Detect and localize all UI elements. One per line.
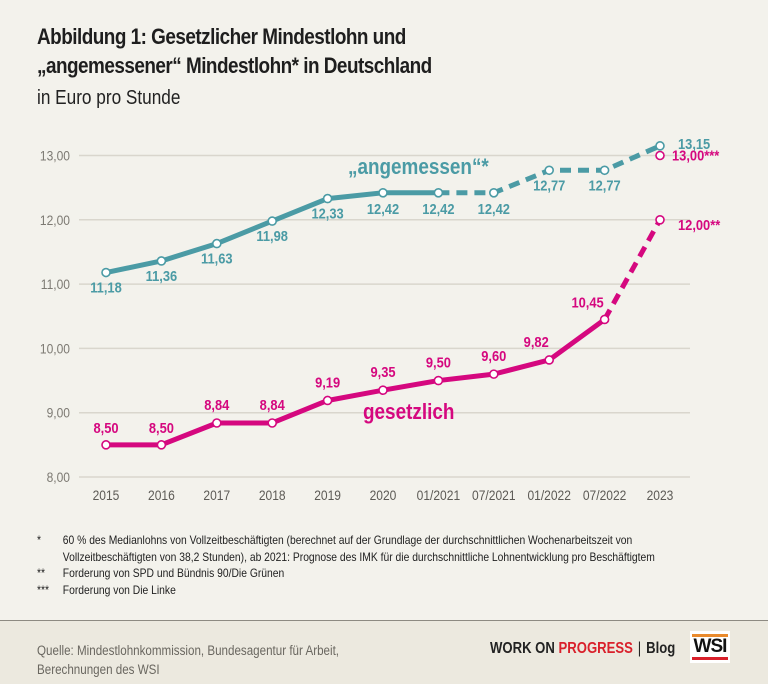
angemessen-marker — [544, 165, 555, 176]
series-label-gesetzlich: gesetzlich — [363, 400, 454, 425]
angemessen-data-label: 11,63 — [201, 250, 233, 267]
y-tick-label: 11,00 — [41, 276, 70, 292]
logo-red-bar — [692, 657, 728, 660]
footnote-text: 60 % des Medianlohns von Vollzeitbeschäf… — [62, 533, 633, 547]
chart-subtitle: in Euro pro Stunde — [37, 87, 181, 109]
angemessen-marker — [599, 165, 610, 176]
source-line-1: Quelle: Mindestlohnkommission, Bundesage… — [37, 643, 340, 658]
footnote-mark: *** — [37, 582, 50, 597]
angemessen-data-label: 11,18 — [90, 279, 122, 296]
line-chart: 8,00 9,00 10,00 11,00 12,00 13,00 2015 2016 2017… — [40, 135, 721, 503]
footnote-text: Forderung von SPD und Bündnis 90/Die Grü… — [62, 566, 285, 580]
footnote-text: Vollzeitbeschäftigten von 38,2 Stunden),… — [62, 549, 655, 564]
brand-text: WORK ON — [490, 640, 559, 657]
logo-text: WSI — [693, 636, 728, 657]
gesetzlich-marker — [599, 314, 610, 325]
angemessen-marker — [101, 267, 111, 278]
gesetzlich-data-label: 8,50 — [149, 419, 174, 436]
gesetzlich-line-solid — [103, 316, 608, 448]
gesetzlich-marker — [101, 440, 111, 450]
gesetzlich-data-label: 8,84 — [204, 396, 229, 413]
gesetzlich-demand-marker — [655, 150, 665, 161]
angemessen-data-label: 12,33 — [311, 205, 343, 222]
footnote-3: *** Forderung von Die Linke — [37, 582, 655, 599]
gesetzlich-marker — [212, 418, 222, 428]
angemessen-data-label: 12,77 — [588, 176, 620, 193]
angemessen-data-label: 12,42 — [422, 200, 454, 217]
brand-work-on-progress[interactable]: WORK ON PROGRESS | Blog — [490, 640, 675, 658]
y-tick-label: 13,00 — [40, 148, 70, 164]
title-line-1: Abbildung 1: Gesetzlicher Mindestlohn un… — [37, 24, 406, 49]
gesetzlich-data-label: 10,45 — [571, 294, 603, 311]
gesetzlich-marker — [156, 440, 167, 450]
angemessen-marker — [433, 187, 444, 198]
angemessen-data-label: 11,36 — [146, 267, 178, 284]
x-tick-label: 2019 — [314, 487, 341, 503]
footnote-text: Forderung von Die Linke — [62, 582, 176, 597]
gesetzlich-data-label: 9,60 — [481, 347, 506, 364]
gesetzlich-data-label: 9,19 — [315, 374, 340, 391]
angemessen-marker — [212, 238, 222, 249]
wsi-logo[interactable]: WSI — [690, 631, 730, 663]
gesetzlich-marker — [433, 375, 444, 386]
angemessen-marker — [156, 256, 167, 266]
gesetzlich-line-dashed — [602, 218, 663, 321]
angemessen-data-label: 12,42 — [478, 200, 510, 217]
source-note: Quelle: Mindestlohnkommission, Bundesage… — [37, 641, 339, 679]
angemessen-marker — [655, 141, 665, 151]
angemessen-data-label: 12,42 — [367, 200, 399, 217]
x-tick-label: 2017 — [203, 487, 230, 503]
gesetzlich-data-label: 12,00** — [678, 216, 721, 233]
gesetzlich-marker — [655, 215, 665, 225]
gesetzlich-marker — [267, 418, 278, 428]
x-tick-label: 2018 — [259, 487, 286, 503]
gesetzlich-data-label: 9,35 — [370, 363, 395, 380]
brand-blog: Blog — [646, 640, 676, 657]
brand-text-progress: PROGRESS — [558, 640, 633, 657]
angemessen-data-label: 12,77 — [533, 176, 565, 193]
footnote-2: ** Forderung von SPD und Bündnis 90/Die G… — [37, 565, 655, 582]
footer: Quelle: Mindestlohnkommission, Bundesage… — [0, 620, 768, 684]
gesetzlich-data-label: 8,50 — [93, 419, 118, 436]
footnote-mark: * — [37, 533, 42, 547]
logo-orange-bar — [692, 634, 728, 637]
x-tick-label: 2016 — [148, 487, 175, 503]
gesetzlich-data-label: 9,50 — [426, 354, 451, 371]
y-tick-label: 10,00 — [40, 341, 70, 357]
x-tick-label: 01/2022 — [527, 487, 570, 503]
gesetzlich-data-label: 8,84 — [260, 396, 285, 413]
gesetzlich-marker — [322, 395, 333, 406]
gesetzlich-data-label: 9,82 — [524, 333, 549, 350]
footnote-1-cont: Vollzeitbeschäftigten von 38,2 Stunden),… — [37, 549, 655, 566]
footnotes: * 60 % des Medianlohns von Vollzeitbeschä… — [37, 532, 655, 598]
x-tick-label: 2020 — [370, 487, 397, 503]
footnote-1: * 60 % des Medianlohns von Vollzeitbeschä… — [37, 532, 655, 549]
gesetzlich-marker — [378, 385, 388, 395]
gesetzlich-marker — [488, 369, 499, 379]
y-tick-label: 9,00 — [47, 405, 70, 421]
angemessen-marker — [267, 216, 278, 226]
x-tick-label: 2023 — [647, 487, 674, 503]
footnote-mark: ** — [37, 566, 46, 580]
angemessen-marker — [322, 193, 333, 204]
angemessen-data-label: 13,15 — [678, 135, 710, 152]
y-tick-label: 8,00 — [47, 469, 70, 485]
series-label-angemessen: „angemessen“* — [348, 155, 489, 180]
x-tick-label: 2015 — [93, 487, 120, 503]
y-tick-label: 12,00 — [40, 212, 70, 228]
title-line-2: „angemessener“ Mindestlohn* in Deutschla… — [37, 53, 432, 78]
x-tick-label: 07/2022 — [583, 487, 626, 503]
angemessen-data-label: 11,98 — [256, 227, 288, 244]
angemessen-marker — [378, 187, 388, 198]
x-tick-label: 01/2021 — [417, 487, 460, 503]
angemessen-marker — [488, 187, 499, 198]
gesetzlich-demand-label: 13,00*** — [672, 147, 720, 164]
chart-title: Abbildung 1: Gesetzlicher Mindestlohn un… — [37, 22, 432, 80]
x-tick-label: 07/2021 — [472, 487, 515, 503]
footnote-mark — [37, 549, 63, 566]
source-line-2: Berechnungen des WSI — [37, 662, 160, 677]
gesetzlich-marker — [544, 355, 555, 365]
brand-separator: | — [637, 640, 642, 657]
